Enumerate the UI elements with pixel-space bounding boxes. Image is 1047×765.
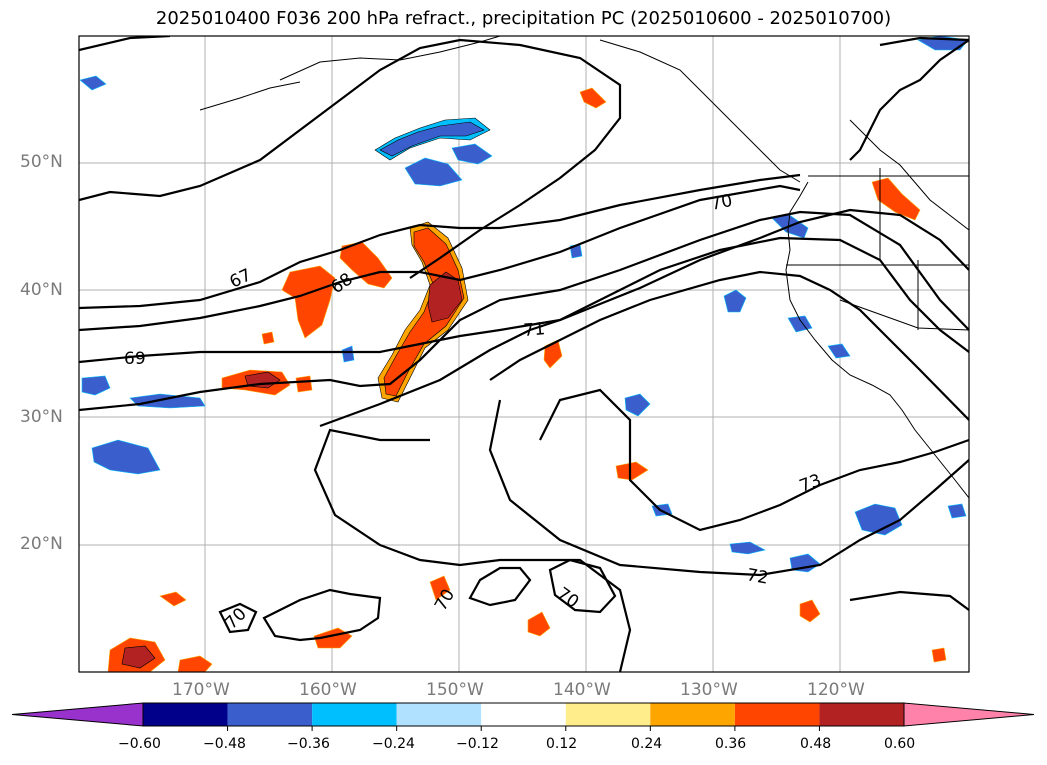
lon-label-130w: 130°W xyxy=(680,680,738,700)
lon-label-140w: 140°W xyxy=(553,680,611,700)
contour-label-70d: 70 xyxy=(553,584,582,613)
map-title: 2025010400 F036 200 hPa refract., precip… xyxy=(155,8,892,29)
precip-negative-areas xyxy=(79,36,969,573)
contour-label-71: 71 xyxy=(523,319,546,341)
lon-label-160w: 160°W xyxy=(299,680,357,700)
contour-label-69: 69 xyxy=(124,349,146,369)
refractivity-contours xyxy=(79,36,969,672)
lat-label-40n: 40°N xyxy=(20,280,63,300)
colorbar-extend-low xyxy=(11,702,144,727)
colorbar-segment xyxy=(227,703,313,726)
colorbar-tick: 0.48 xyxy=(800,736,832,752)
colorbar-segment xyxy=(734,703,820,726)
colorbar-segment xyxy=(650,703,735,726)
map-frame xyxy=(78,35,970,673)
coastlines xyxy=(199,36,969,499)
colorbar-segment xyxy=(565,703,651,726)
contour-label-72: 72 xyxy=(745,565,770,588)
colorbar-segment xyxy=(481,703,566,726)
contour-label-70: 70 xyxy=(709,191,734,215)
colorbar-tick: −0.24 xyxy=(372,736,415,752)
contour-label-67: 67 xyxy=(227,265,255,292)
colorbar-tick: −0.36 xyxy=(287,736,330,752)
colorbar-segment xyxy=(143,703,228,726)
lon-label-170w: 170°W xyxy=(172,680,230,700)
contour-label-73: 73 xyxy=(797,471,824,497)
colorbar-tick: 0.36 xyxy=(715,736,747,752)
colorbar-tick: 0.12 xyxy=(546,736,578,752)
lat-label-50n: 50°N xyxy=(20,152,63,172)
colorbar-tick: 0.24 xyxy=(631,736,663,752)
colorbar-frame xyxy=(142,702,905,727)
colorbar-tick: −0.60 xyxy=(118,736,161,752)
colorbar-tick: −0.12 xyxy=(456,736,499,752)
colorbar-tick: 0.60 xyxy=(884,736,916,752)
colorbar-tick: −0.48 xyxy=(203,736,246,752)
colorbar-segment xyxy=(312,703,397,726)
lon-label-120w: 120°W xyxy=(807,680,865,700)
colorbar xyxy=(11,702,1035,731)
colorbar-extend-high xyxy=(903,702,1035,727)
colorbar-segment xyxy=(819,703,904,726)
lat-label-20n: 20°N xyxy=(20,534,63,554)
colorbar-segment xyxy=(396,703,482,726)
precip-positive-areas xyxy=(107,87,947,672)
lat-label-30n: 30°N xyxy=(20,407,63,427)
lon-label-150w: 150°W xyxy=(426,680,484,700)
